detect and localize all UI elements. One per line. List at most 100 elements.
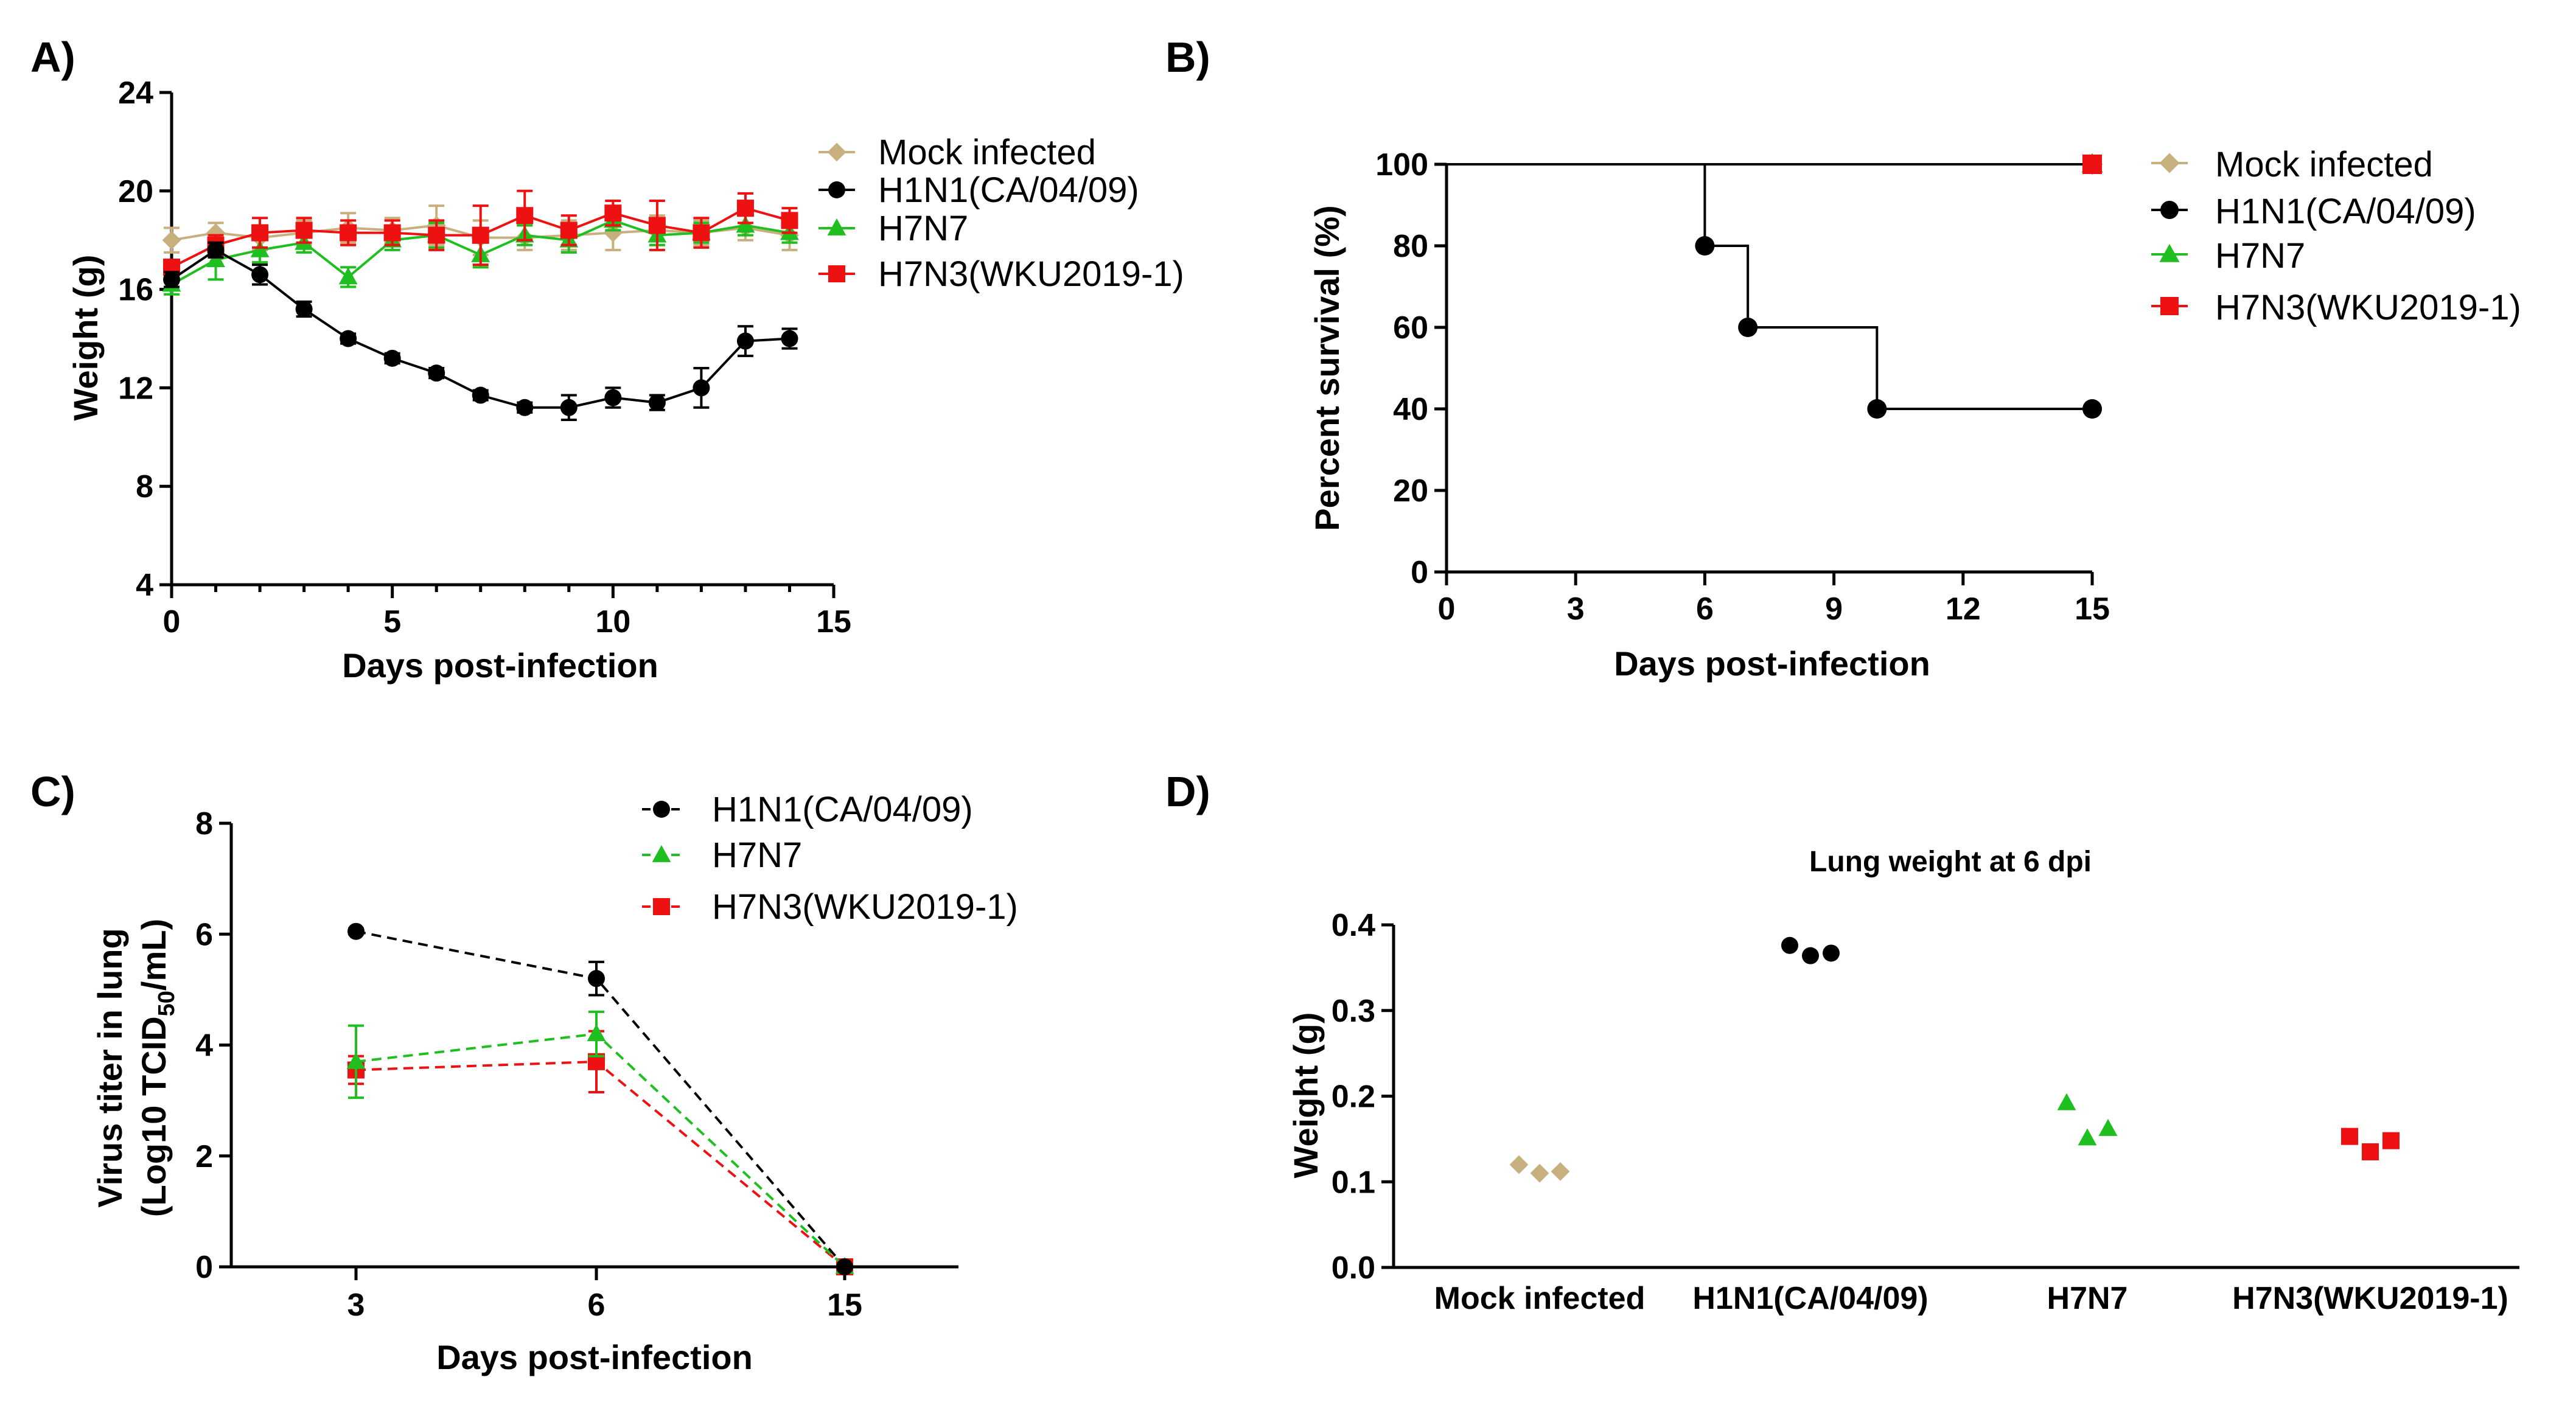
panel-b-y-tick-label: 20 <box>1393 473 1428 509</box>
panel-d-x-tick-label: H7N3(WKU2019-1) <box>2232 1281 2508 1316</box>
panel-c-plot: 0 2 4 6 8 3 6 15 H1N1(CA/04/09) H7N7 H7N3(WKU2019-… <box>195 790 1018 1323</box>
panel-a-label: A) <box>30 33 75 81</box>
panel-b-legend-marker <box>2160 201 2179 219</box>
panel-d-point <box>2341 1127 2358 1145</box>
panel-c-label: C) <box>30 768 75 815</box>
panel-d-x-tick-label: Mock infected <box>1434 1281 1646 1316</box>
panel-b-y-tick-label: 40 <box>1393 392 1428 427</box>
panel-c-point <box>836 1258 853 1275</box>
panel-c-x-tick-label: 6 <box>588 1288 606 1323</box>
panel-b-y-tick-label: 60 <box>1393 310 1428 346</box>
panel-a-x-tick-label: 5 <box>383 604 401 640</box>
panel-a-point <box>736 332 754 350</box>
panel-b-x-tick-label: 15 <box>2075 591 2110 627</box>
panel-a-x-tick-label: 15 <box>816 604 851 640</box>
panel-c-legend-label: H1N1(CA/04/09) <box>712 790 973 829</box>
panel-d-y-tick-label: 0.1 <box>1332 1165 1375 1200</box>
panel-d-plot: 0.0 0.1 0.2 0.3 0.4 Mock infected H1N1(CA/04/0… <box>1332 908 2519 1316</box>
panel-d-y-tick-label: 0.4 <box>1332 908 1375 943</box>
panel-d-point <box>2057 1093 2076 1110</box>
panel-a-ylabel: Weight (g) <box>66 255 105 421</box>
panel-b-plot: 0 20 40 60 80 100 0 3 6 9 12 15 Mock infected H1N1(CA… <box>1375 145 2521 627</box>
panel-a-legend-label: H7N3(WKU2019-1) <box>878 254 1184 294</box>
panel-b-label: B) <box>1165 33 1210 81</box>
panel-b-x-tick-label: 12 <box>1946 591 1981 627</box>
panel-c-ylabel-pre: (Log10 TCID <box>134 1016 173 1217</box>
panel-a-xlabel: Days post-infection <box>342 646 658 685</box>
panel-b-y-tick-label: 100 <box>1375 147 1428 183</box>
panel-b-survival-line <box>1447 163 2092 410</box>
panel-a-point <box>603 223 623 242</box>
panel-a-y-tick-label: 20 <box>118 174 153 209</box>
panel-a: A) Days post-infection Weight (g) 4 8 12 16… <box>30 33 1184 685</box>
panel-b-legend-marker <box>2160 297 2179 315</box>
panel-c-ylabel-line1: Virus titer in lung <box>91 928 129 1207</box>
panel-c-x-tick-label: 15 <box>827 1288 862 1323</box>
panel-a-point <box>472 386 489 404</box>
panel-d-y-tick-label: 0.2 <box>1332 1079 1375 1115</box>
panel-d-point <box>2382 1132 2400 1149</box>
panel-a-point <box>340 330 357 347</box>
panel-c-y-tick-label: 2 <box>195 1139 213 1174</box>
panel-c-ylabel-sub: 50 <box>154 991 180 1016</box>
panel-a-legend-marker <box>827 142 846 162</box>
panel-a-point <box>207 241 225 259</box>
panel-b-point <box>1867 399 1887 419</box>
panel-a-point <box>781 330 798 347</box>
panel-a-point <box>648 394 666 411</box>
panel-a-point <box>516 207 534 225</box>
panel-c: C) Days post-infection Virus titer in lu… <box>30 768 1018 1376</box>
panel-c-y-tick-label: 4 <box>195 1028 213 1064</box>
panel-a-legend-marker <box>828 181 845 198</box>
panel-c-y-tick-label: 0 <box>195 1250 213 1285</box>
panel-b-legend-label: H1N1(CA/04/09) <box>2215 192 2476 231</box>
panel-c-y-tick-label: 6 <box>195 917 213 952</box>
panel-a-y-tick-label: 16 <box>118 273 153 308</box>
panel-a-plot: 4 8 12 16 20 24 0 5 10 15 Mock infectedH1N1(CA/04/… <box>118 75 1184 640</box>
panel-a-x-tick-label: 10 <box>595 604 630 640</box>
panel-d-label: D) <box>1165 768 1210 815</box>
panel-a-point <box>428 226 445 244</box>
panel-b-legend-marker <box>2159 243 2180 262</box>
panel-a-point <box>338 267 358 285</box>
panel-d-point <box>2078 1128 2097 1146</box>
panel-c-legend-marker <box>653 801 670 818</box>
panel-a-point <box>383 349 401 367</box>
panel-a-point <box>383 224 401 242</box>
panel-c-point <box>588 970 605 988</box>
panel-b-x-tick-label: 3 <box>1567 591 1585 627</box>
panel-c-legend-marker <box>652 845 671 862</box>
panel-a-point <box>295 300 313 318</box>
panel-d-y-tick-label: 0.0 <box>1332 1250 1375 1286</box>
panel-a-point <box>340 224 357 242</box>
panel-b-x-tick-label: 6 <box>1696 591 1714 627</box>
panel-b-legend-label: Mock infected <box>2215 145 2433 184</box>
panel-d-title: Lung weight at 6 dpi <box>1809 846 2092 878</box>
panel-a-point <box>693 224 710 242</box>
panel-b-legend-label: H7N7 <box>2215 236 2305 276</box>
panel-d-point <box>1781 936 1798 954</box>
panel-c-xlabel: Days post-infection <box>436 1338 753 1376</box>
panel-d-y-tick-label: 0.3 <box>1332 994 1375 1029</box>
panel-a-x-tick-label: 0 <box>163 604 181 640</box>
panel-d-point <box>2362 1143 2379 1160</box>
panel-a-y-tick-label: 24 <box>118 75 153 111</box>
panel-a-point <box>162 231 181 250</box>
panel-d: D) Lung weight at 6 dpi Weight (g) 0.00.… <box>1165 768 2519 1316</box>
panel-a-point <box>560 399 578 416</box>
panel-a-point <box>736 200 754 217</box>
panel-c-legend-marker <box>653 898 670 915</box>
panel-b-xlabel: Days post-infection <box>1614 644 1930 683</box>
panel-d-x-tick-label: H7N7 <box>2047 1281 2128 1316</box>
panel-d-point <box>1802 947 1819 964</box>
panel-a-legend-label: Mock infected <box>878 133 1096 172</box>
panel-a-y-tick-label: 12 <box>118 371 153 406</box>
panel-b-y-tick-label: 80 <box>1393 229 1428 264</box>
panel-a-point <box>781 212 798 229</box>
panel-a-legend-marker <box>828 265 845 282</box>
panel-c-ylabel-post: /mL) <box>134 919 173 991</box>
panel-b-point <box>1695 236 1715 256</box>
panel-a-legend-label: H1N1(CA/04/09) <box>878 170 1139 210</box>
panel-b-point <box>2082 399 2102 419</box>
